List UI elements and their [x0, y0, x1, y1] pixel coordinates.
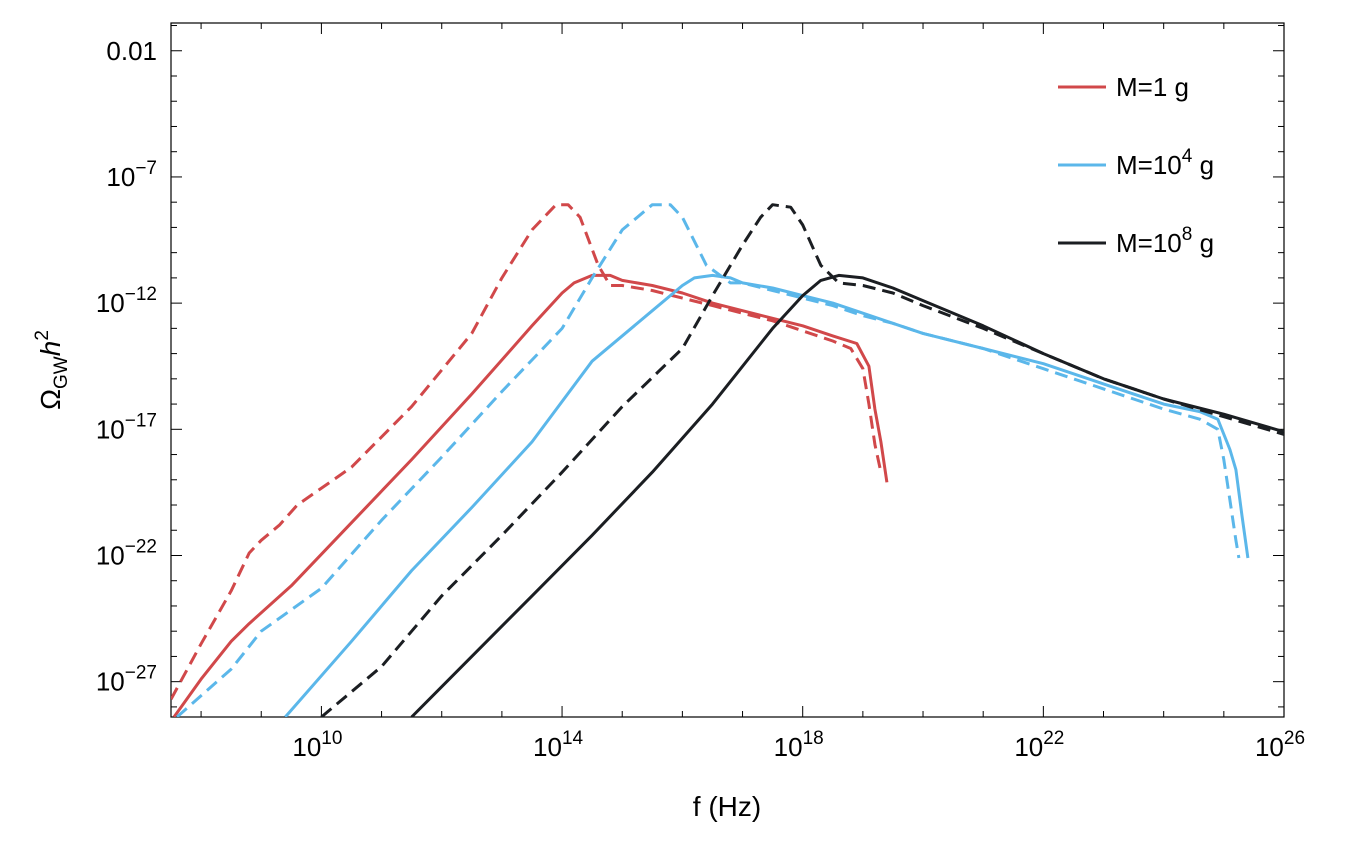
x-axis-title: f (Hz) [693, 791, 761, 822]
y-tick-label: 10−22 [96, 536, 157, 570]
x-tick-label: 1010 [292, 728, 342, 762]
y-tick-label: 10−7 [106, 158, 157, 192]
legend: M=1 g M=104 g M=108 g [1058, 72, 1214, 258]
axis-ticks [171, 23, 1285, 717]
tick-labels: 1010 1014 1018 1022 1026 0.01 10−7 10−12 10−17 10… [96, 36, 1305, 762]
series-line-m-1-g-solid [172, 273, 889, 717]
y-tick-label: 10−12 [96, 284, 157, 318]
series-line-m-1-g-dashed [171, 203, 883, 701]
plot-frame [170, 22, 1285, 718]
y-tick-label: 10−27 [96, 663, 157, 697]
series-line-m-10-8-g-dashed [320, 203, 1284, 717]
y-tick-label: 10−17 [96, 410, 157, 444]
series-line-m-10-8-g-solid [410, 273, 1284, 717]
series-line-m-10-4-g-solid [284, 273, 1250, 717]
x-tick-label: 1022 [1014, 728, 1064, 762]
legend-label: M=108 g [1116, 224, 1214, 258]
x-tick-label: 1026 [1255, 728, 1305, 762]
series-line-m-10-4-g-dashed [176, 203, 1241, 717]
y-tick-label: 0.01 [106, 36, 157, 66]
svg-text:ΩGWh2: ΩGWh2 [32, 330, 72, 410]
series-layer [171, 203, 1284, 717]
x-tick-label: 1014 [533, 728, 583, 762]
x-tick-label: 1018 [774, 728, 824, 762]
legend-label: M=104 g [1116, 146, 1214, 180]
y-axis-title: ΩGWh2 [32, 330, 72, 410]
legend-label: M=1 g [1116, 72, 1189, 102]
